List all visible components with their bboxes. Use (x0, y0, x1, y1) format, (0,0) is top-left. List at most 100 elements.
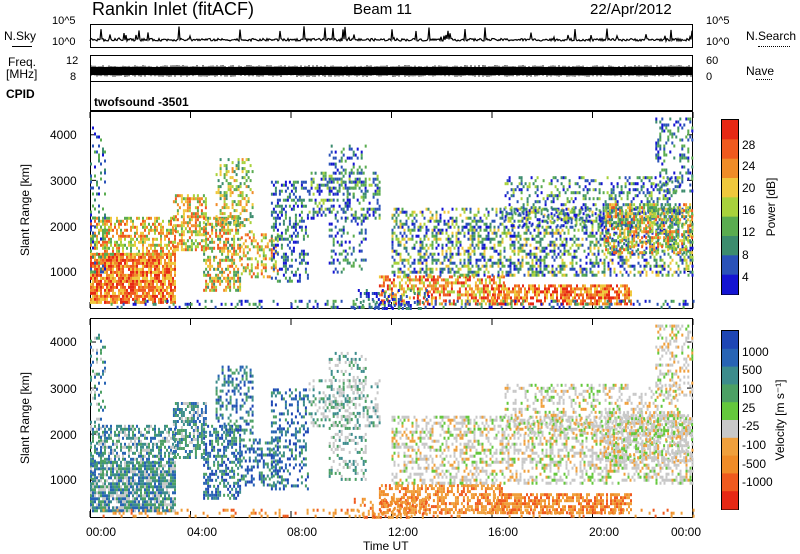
power-cell (348, 186, 351, 190)
power-cell (92, 279, 94, 283)
power-cell (477, 243, 480, 247)
power-cell (134, 225, 136, 229)
power-cell (429, 216, 432, 220)
power-cell (352, 234, 355, 238)
power-cell (397, 267, 400, 271)
power-cell (344, 216, 347, 220)
power-cell (578, 302, 580, 306)
power-cell (570, 287, 572, 291)
power-cell (536, 218, 539, 222)
power-cell (172, 249, 174, 253)
power-cell (98, 231, 100, 235)
power-cell (219, 221, 222, 225)
power-cell (518, 299, 520, 303)
power-cell (514, 188, 517, 192)
power-cell (525, 240, 528, 244)
power-cell (661, 264, 664, 268)
power-cell (134, 258, 136, 262)
power-cell (284, 210, 287, 214)
power-cell (687, 267, 690, 271)
power-cell (538, 224, 541, 228)
power-cell (476, 290, 479, 294)
velocity-cbar-tick-neg1000: -1000 (742, 475, 773, 489)
power-cell (168, 228, 170, 232)
power-cell (348, 204, 351, 208)
power-cell (360, 240, 363, 244)
power-cell (559, 255, 562, 259)
power-cell (342, 168, 345, 172)
power-cell (551, 267, 554, 271)
power-cell (564, 203, 567, 207)
power-cell (249, 164, 252, 168)
power-cell (475, 219, 478, 223)
power-cell (477, 258, 480, 262)
power-cbar-tick-28: 28 (742, 138, 756, 152)
power-cell (237, 231, 240, 235)
power-cell (288, 216, 291, 220)
power-cell (564, 296, 566, 300)
power-cbar-tick-20: 20 (742, 181, 756, 195)
power-cell (162, 267, 164, 271)
power-cell (523, 273, 526, 277)
power-cell (225, 240, 228, 244)
power-cell (144, 237, 146, 241)
power-cell (270, 266, 273, 270)
power-cell (537, 234, 540, 238)
power-cell (207, 255, 210, 259)
power-cell (579, 222, 582, 226)
power-cell (594, 293, 596, 297)
power-cell (392, 284, 395, 288)
power-cell (237, 288, 240, 292)
power-cell (600, 299, 602, 303)
power-cell (451, 231, 454, 235)
power-cell (449, 261, 452, 265)
power-cell (392, 293, 395, 297)
power-cell (584, 209, 587, 213)
power-cell (603, 258, 606, 262)
power-cell (227, 258, 230, 262)
power-cell (477, 234, 480, 238)
power-cell (94, 219, 96, 223)
power-cell (233, 252, 236, 256)
power-cell (593, 243, 596, 247)
power-cell (217, 243, 220, 247)
power-cell (328, 210, 331, 214)
power-cell (126, 288, 128, 292)
power-cell (211, 282, 214, 286)
power-cell (360, 249, 363, 253)
power-cell (132, 237, 134, 241)
power-cell (116, 273, 118, 277)
power-cell (647, 225, 650, 229)
velocity-colorbar-segment (722, 437, 738, 457)
power-cell (304, 180, 307, 184)
power-cell (687, 273, 690, 277)
power-cell (600, 296, 602, 300)
power-cell (209, 246, 212, 250)
power-cell (338, 189, 341, 193)
power-cell (296, 222, 299, 226)
power-cell (290, 198, 293, 202)
power-cell (479, 228, 482, 232)
power-cell (531, 270, 534, 274)
power-cell (547, 264, 550, 268)
power-cell (231, 237, 234, 241)
power-cell (221, 206, 224, 210)
power-cell (164, 258, 166, 262)
power-cell (106, 261, 108, 265)
power-cell (94, 285, 96, 289)
power-cell (280, 207, 283, 211)
power-cell (639, 273, 642, 277)
power-cell (344, 204, 347, 208)
power-cell (495, 234, 498, 238)
power-cell (130, 264, 132, 268)
power-cell (418, 281, 421, 285)
power-cell (112, 267, 114, 271)
power-cell (550, 194, 553, 198)
power-cell (240, 245, 243, 249)
power-cell (547, 225, 550, 229)
power-cell (272, 210, 275, 214)
power-cell (504, 287, 506, 291)
power-cell (344, 219, 347, 223)
power-cell (508, 176, 511, 180)
power-cell (499, 252, 502, 256)
